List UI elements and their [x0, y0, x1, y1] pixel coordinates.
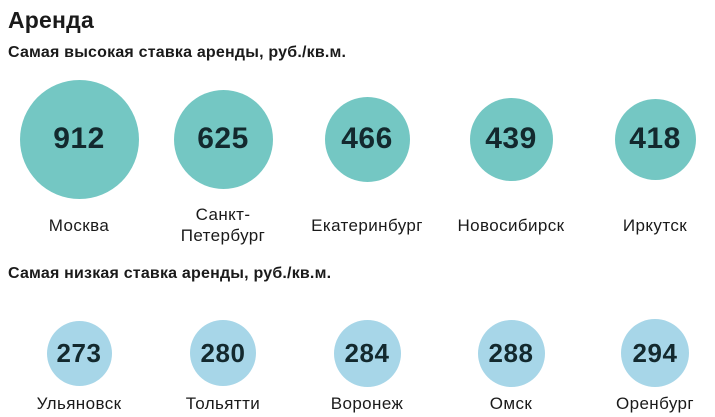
- bubble: 280: [190, 320, 256, 387]
- bubble-wrap: 625: [173, 76, 273, 202]
- city-label-wrap: Иркутск: [623, 202, 687, 248]
- bubble-column: 280 Тольятти: [151, 316, 295, 417]
- bubble-wrap: 288: [477, 316, 545, 390]
- bubble-value: 439: [485, 122, 537, 156]
- bubble-value: 294: [632, 337, 678, 368]
- city-label: Ульяновск: [36, 394, 122, 414]
- city-label: Оренбург: [615, 394, 695, 414]
- bubble: 625: [173, 89, 273, 189]
- bubble-value: 284: [344, 337, 390, 368]
- bubble-wrap: 273: [46, 316, 112, 390]
- bubble-column: 273 Ульяновск: [7, 316, 151, 417]
- bubble: 294: [621, 319, 689, 388]
- bubble-column: 288 Омск: [439, 316, 583, 417]
- bubble-column: 294 Оренбург: [583, 316, 715, 417]
- city-label: Воронеж: [330, 394, 404, 414]
- low-rate-bubble-row: 273 Ульяновск 280 Тольятти 284 Воронеж 288 Омск…: [0, 316, 715, 417]
- bubble: 466: [324, 96, 410, 182]
- high-rate-section-title: Самая высокая ставка аренды, руб./кв.м.: [8, 44, 347, 61]
- page-title: Аренда: [8, 7, 94, 33]
- city-label-wrap: Санкт-Петербург: [160, 202, 286, 248]
- bubble-value: 273: [56, 337, 102, 368]
- bubble-value: 466: [341, 122, 393, 156]
- city-label: Санкт-Петербург: [180, 205, 266, 246]
- bubble-value: 280: [200, 337, 246, 368]
- bubble-value: 625: [197, 122, 249, 156]
- bubble-column: 912 Москва: [7, 76, 151, 248]
- city-label: Новосибирск: [457, 215, 565, 235]
- bubble-wrap: 439: [469, 76, 553, 202]
- bubble-wrap: 912: [19, 76, 139, 202]
- city-label: Екатеринбург: [311, 215, 423, 235]
- city-label-wrap: Тольятти: [186, 390, 260, 417]
- bubble-column: 439 Новосибирск: [439, 76, 583, 248]
- bubble-wrap: 466: [324, 76, 410, 202]
- city-label-wrap: Новосибирск: [457, 202, 564, 248]
- bubble-wrap: 280: [190, 316, 256, 390]
- bubble-value: 288: [488, 337, 534, 368]
- high-rate-bubble-row: 912 Москва 625 Санкт-Петербург 466 Екатеринбу…: [0, 76, 715, 248]
- bubble-value: 912: [53, 122, 105, 156]
- city-label-wrap: Оренбург: [616, 390, 694, 417]
- bubble-column: 625 Санкт-Петербург: [151, 76, 295, 248]
- bubble-wrap: 284: [333, 316, 401, 390]
- high-rate-section: Самая высокая ставка аренды, руб./кв.м. …: [0, 43, 715, 248]
- city-label: Тольятти: [185, 394, 261, 414]
- low-rate-section: Самая низкая ставка аренды, руб./кв.м. 2…: [0, 264, 715, 417]
- bubble-column: 284 Воронеж: [295, 316, 439, 417]
- bubble: 273: [46, 320, 112, 386]
- city-label-wrap: Омск: [490, 390, 532, 417]
- bubble-column: 466 Екатеринбург: [295, 76, 439, 248]
- city-label: Иркутск: [622, 215, 688, 235]
- bubble: 284: [333, 319, 401, 387]
- city-label: Москва: [48, 215, 110, 235]
- bubble: 418: [614, 98, 696, 180]
- bubble: 288: [477, 319, 545, 387]
- bubble: 439: [469, 97, 553, 181]
- low-rate-section-title: Самая низкая ставка аренды, руб./кв.м.: [8, 265, 332, 283]
- bubble-wrap: 294: [621, 316, 689, 390]
- city-label-wrap: Ульяновск: [37, 390, 122, 417]
- bubble-wrap: 418: [614, 76, 696, 202]
- bubble-column: 418 Иркутск: [583, 76, 715, 248]
- bubble: 912: [19, 79, 139, 199]
- city-label: Омск: [489, 394, 533, 414]
- city-label-wrap: Воронеж: [331, 390, 404, 417]
- city-label-wrap: Екатеринбург: [311, 202, 423, 248]
- bubble-value: 418: [629, 122, 681, 156]
- city-label-wrap: Москва: [49, 202, 109, 248]
